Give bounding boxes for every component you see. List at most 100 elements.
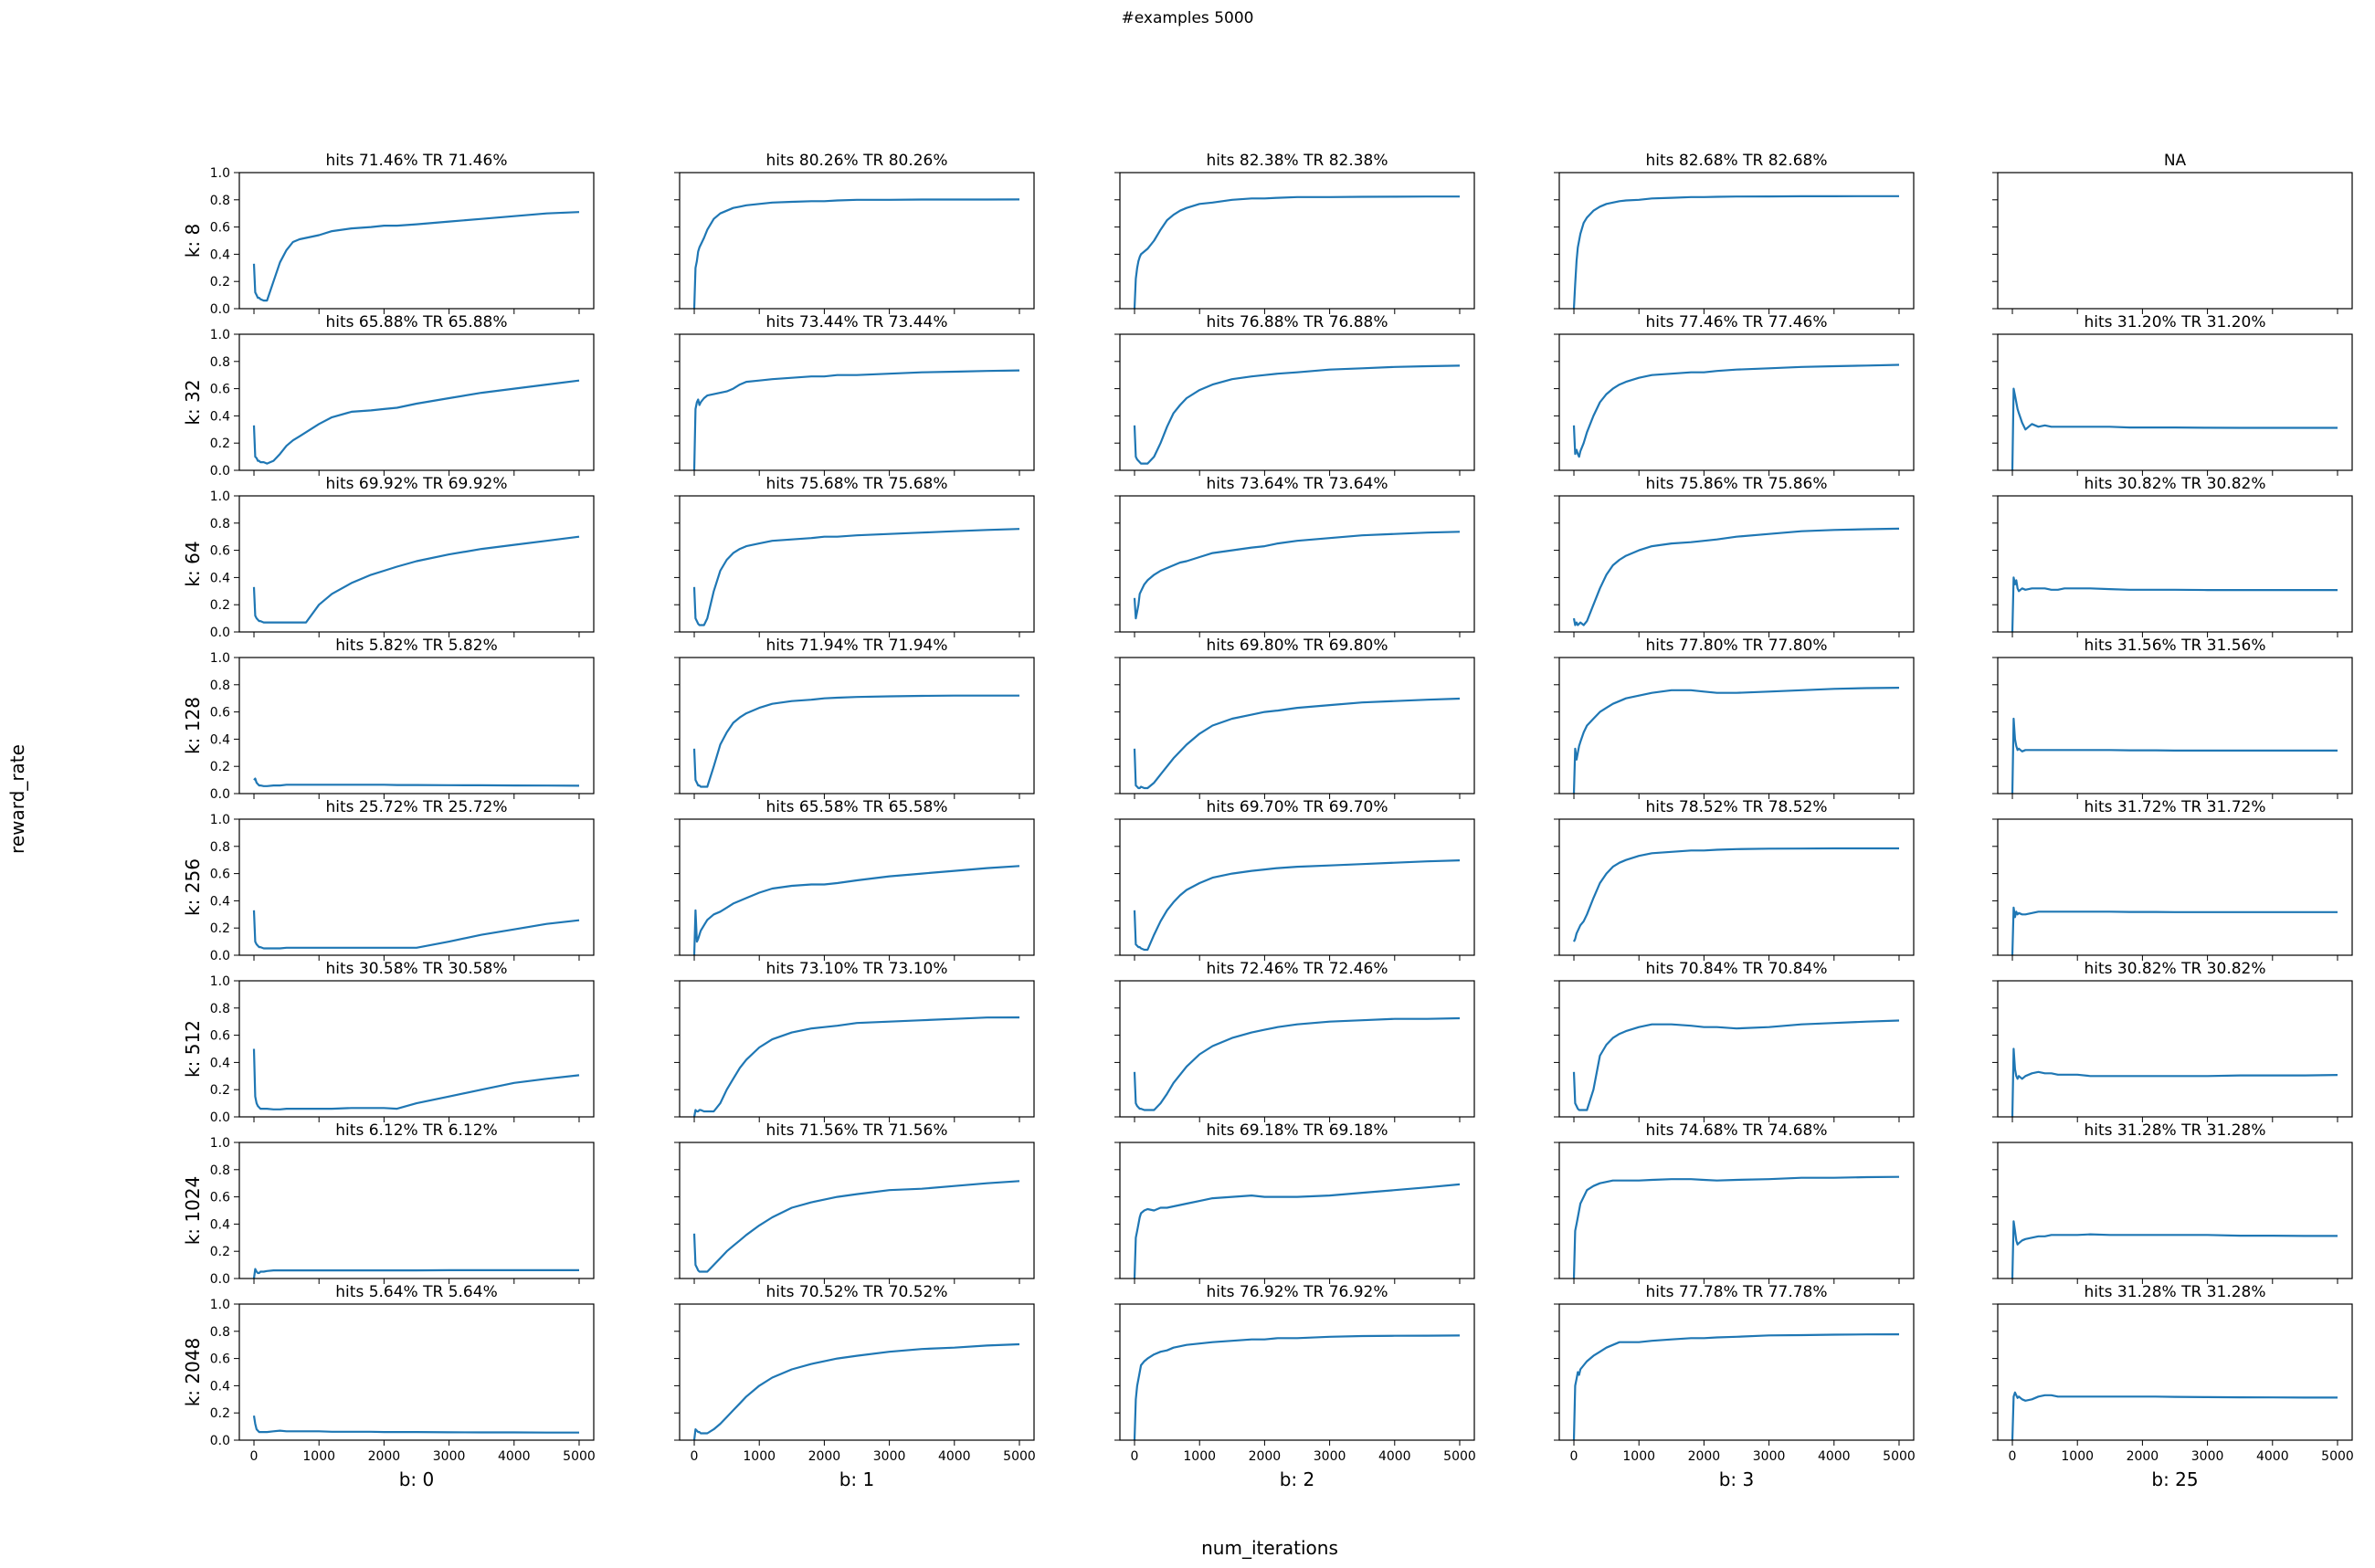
y-tick-label: 0.0 bbox=[210, 1434, 230, 1448]
subplot: hits 82.68% TR 82.68% bbox=[1554, 152, 1915, 314]
axes-frame bbox=[1997, 818, 2353, 956]
subplot-title: hits 69.18% TR 69.18% bbox=[1206, 1121, 1388, 1140]
subplot: hits 76.88% TR 76.88% bbox=[1114, 313, 1475, 476]
y-tick-label: 0.0 bbox=[210, 302, 230, 317]
axes-frame bbox=[1558, 1142, 1915, 1279]
y-tick-label: 0.6 bbox=[210, 1029, 230, 1044]
subplot-title: hits 77.46% TR 77.46% bbox=[1645, 313, 1827, 331]
subplot-title: hits 74.68% TR 74.68% bbox=[1645, 1121, 1827, 1140]
subplot: hits 73.44% TR 73.44% bbox=[674, 313, 1035, 476]
x-tick-label: 1000 bbox=[2061, 1449, 2094, 1464]
x-tick-label: 1000 bbox=[743, 1449, 776, 1464]
row-label: k: 1024 bbox=[182, 1176, 204, 1246]
subplot-title: hits 5.82% TR 5.82% bbox=[335, 637, 497, 655]
x-tick-label: 0 bbox=[1131, 1449, 1139, 1464]
y-tick-label: 1.0 bbox=[210, 489, 230, 504]
axes-frame bbox=[1119, 172, 1475, 310]
axes-frame bbox=[1558, 172, 1915, 310]
subplot: hits 5.82% TR 5.82% 0.0 0.2 0.4 0.6 0.8 1.0 k: … bbox=[182, 637, 595, 802]
y-tick-label: 0.4 bbox=[210, 1056, 230, 1070]
series-line bbox=[1133, 531, 1461, 620]
axes-frame bbox=[238, 980, 595, 1118]
subplot: hits 70.84% TR 70.84% bbox=[1554, 960, 1915, 1122]
series-line bbox=[2011, 387, 2338, 471]
x-tick-label: 3000 bbox=[433, 1449, 466, 1464]
column-label: b: 25 bbox=[2151, 1468, 2198, 1490]
column-label: b: 3 bbox=[1719, 1468, 1755, 1490]
series-line bbox=[2011, 1220, 2338, 1279]
subplot-title: hits 65.58% TR 65.58% bbox=[765, 798, 947, 816]
series-line bbox=[1572, 1019, 1900, 1111]
x-tick-label: 3000 bbox=[873, 1449, 906, 1464]
subplot-title: hits 31.20% TR 31.20% bbox=[2084, 313, 2265, 331]
subplot: NA bbox=[1992, 152, 2353, 314]
subplot: hits 77.78% TR 77.78% 0 1000 2000 3000 4000 50… bbox=[1554, 1283, 1916, 1490]
y-tick-label: 0.2 bbox=[210, 1245, 230, 1259]
subplot-title: hits 65.88% TR 65.88% bbox=[325, 313, 507, 331]
axes-frame bbox=[1119, 495, 1475, 633]
y-tick-label: 0.0 bbox=[210, 949, 230, 963]
y-tick-label: 1.0 bbox=[210, 974, 230, 989]
row-label: k: 8 bbox=[182, 224, 204, 258]
y-tick-label: 0.8 bbox=[210, 679, 230, 693]
subplot: hits 5.64% TR 5.64% 0.0 0.2 0.4 0.6 0.8 1.0 0 10… bbox=[182, 1283, 596, 1490]
y-tick-label: 0.0 bbox=[210, 464, 230, 479]
axes-frame bbox=[1558, 333, 1915, 471]
series-line bbox=[1572, 195, 1899, 310]
y-tick-label: 0.4 bbox=[210, 894, 230, 909]
subplot-grid: hits 71.46% TR 71.46% 0.0 0.2 0.4 0.6 0.8 1.0 k… bbox=[182, 152, 2354, 1490]
subplot-title: hits 73.10% TR 73.10% bbox=[765, 960, 947, 978]
axes-frame bbox=[238, 333, 595, 471]
subplot-title: hits 73.64% TR 73.64% bbox=[1206, 475, 1388, 493]
axes-frame bbox=[679, 818, 1035, 956]
series-line bbox=[252, 211, 580, 302]
subplot: hits 71.46% TR 71.46% 0.0 0.2 0.4 0.6 0.8 1.0 k… bbox=[182, 152, 595, 317]
axes-frame bbox=[1558, 495, 1915, 633]
subplot-title: hits 69.92% TR 69.92% bbox=[325, 475, 507, 493]
axes-frame bbox=[679, 172, 1035, 310]
axes-frame bbox=[1558, 1303, 1915, 1441]
subplot: hits 30.58% TR 30.58% 0.0 0.2 0.4 0.6 0.8 1.0 k… bbox=[182, 960, 595, 1125]
subplot: hits 74.68% TR 74.68% bbox=[1554, 1121, 1915, 1284]
series-line bbox=[1133, 1183, 1461, 1279]
axes-frame bbox=[238, 1303, 595, 1441]
subplot-title: hits 25.72% TR 25.72% bbox=[325, 798, 507, 816]
subplot: hits 75.86% TR 75.86% bbox=[1554, 475, 1915, 637]
y-tick-label: 0.4 bbox=[210, 732, 230, 747]
subplot-title: hits 72.46% TR 72.46% bbox=[1206, 960, 1388, 978]
subplot: hits 82.38% TR 82.38% bbox=[1114, 152, 1475, 314]
y-tick-label: 0.2 bbox=[210, 598, 230, 613]
axes-frame bbox=[679, 495, 1035, 633]
y-tick-label: 0.0 bbox=[210, 1272, 230, 1287]
axes-frame bbox=[1997, 1303, 2353, 1441]
subplot-title: hits 6.12% TR 6.12% bbox=[335, 1121, 497, 1140]
subplot-title: hits 77.80% TR 77.80% bbox=[1645, 637, 1827, 655]
x-tick-label: 5000 bbox=[1003, 1449, 1036, 1464]
subplot-title: hits 80.26% TR 80.26% bbox=[765, 152, 947, 170]
subplot-title: hits 76.88% TR 76.88% bbox=[1206, 313, 1388, 331]
y-tick-label: 0.6 bbox=[210, 1191, 230, 1205]
y-tick-label: 0.0 bbox=[210, 1110, 230, 1125]
y-tick-label: 0.8 bbox=[210, 1325, 230, 1340]
series-line bbox=[692, 369, 1020, 471]
axes-frame bbox=[1997, 172, 2353, 310]
x-tick-label: 3000 bbox=[1753, 1449, 1786, 1464]
series-line bbox=[252, 910, 580, 950]
y-tick-label: 1.0 bbox=[210, 328, 230, 342]
axes-frame bbox=[1119, 333, 1475, 471]
series-line bbox=[692, 528, 1020, 626]
series-line bbox=[1133, 859, 1461, 952]
y-tick-label: 0.4 bbox=[210, 1217, 230, 1232]
figure-ylabel: reward_rate bbox=[6, 744, 28, 854]
y-tick-label: 0.2 bbox=[210, 437, 230, 451]
axes-frame bbox=[1119, 980, 1475, 1118]
subplot: hits 30.82% TR 30.82% bbox=[1992, 475, 2353, 637]
subplot: hits 6.12% TR 6.12% 0.0 0.2 0.4 0.6 0.8 1.0 k: … bbox=[182, 1121, 595, 1287]
subplot-title: hits 76.92% TR 76.92% bbox=[1206, 1283, 1388, 1301]
x-tick-label: 1000 bbox=[302, 1449, 335, 1464]
axes-frame bbox=[1119, 818, 1475, 956]
subplot: hits 31.28% TR 31.28% 0 1000 2000 3000 4000 50… bbox=[1992, 1283, 2354, 1490]
series-line bbox=[1133, 697, 1461, 790]
axes-frame bbox=[679, 1303, 1035, 1441]
